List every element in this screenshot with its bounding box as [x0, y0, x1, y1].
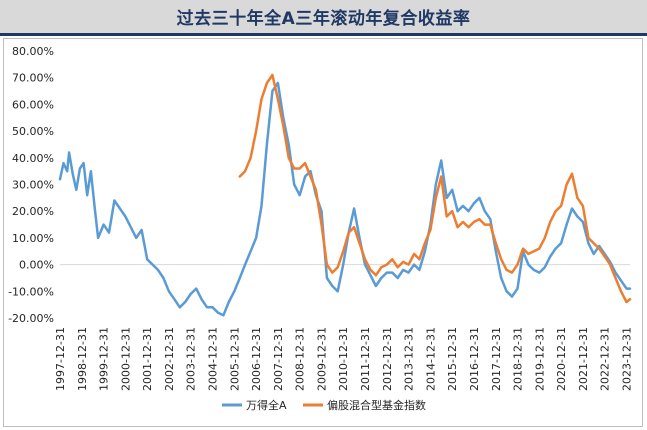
x-tick-label: 2023-12-31 — [620, 327, 633, 391]
x-tick-label: 1999-12-31 — [98, 327, 111, 391]
x-tick-label: 2006-12-31 — [250, 327, 263, 391]
y-tick-label: 70.00% — [12, 72, 54, 85]
x-tick-label: 2017-12-31 — [490, 327, 503, 391]
x-tick-label: 2005-12-31 — [228, 327, 241, 391]
x-tick-label: 1997-12-31 — [54, 327, 67, 391]
x-tick-label: 2003-12-31 — [185, 327, 198, 391]
y-tick-label: -10.00% — [8, 285, 54, 298]
y-tick-label: 30.00% — [12, 179, 54, 192]
x-tick-label: 2021-12-31 — [577, 327, 590, 391]
x-tick-label: 2013-12-31 — [403, 327, 416, 391]
title-underline — [0, 33, 647, 36]
y-tick-label: 80.00% — [12, 45, 54, 58]
x-tick-label: 2000-12-31 — [119, 327, 132, 391]
title-bar: 过去三十年全A三年滚动年复合收益率 — [0, 0, 647, 33]
x-tick-label: 2018-12-31 — [512, 327, 525, 391]
x-tick-label: 2004-12-31 — [207, 327, 220, 391]
y-tick-label: 10.00% — [12, 232, 54, 245]
legend-label-1: 万得全A — [246, 398, 287, 412]
x-tick-label: 2001-12-31 — [141, 327, 154, 391]
series-line-2 — [238, 73, 632, 304]
x-tick-label: 2020-12-31 — [555, 327, 568, 391]
y-tick-label: 20.00% — [12, 205, 54, 218]
y-tick-label: 50.00% — [12, 125, 54, 138]
x-tick-label: 2007-12-31 — [272, 327, 285, 391]
legend-label-2: 偏股混合型基金指数 — [327, 398, 426, 412]
x-tick-label: 2016-12-31 — [468, 327, 481, 391]
x-tick-label: 2019-12-31 — [533, 327, 546, 391]
x-tick-label: 2012-12-31 — [381, 327, 394, 391]
y-tick-label: 0.00% — [19, 259, 54, 272]
x-tick-label: 2009-12-31 — [315, 327, 328, 391]
x-tick-label: 2008-12-31 — [294, 327, 307, 391]
y-tick-label: 60.00% — [12, 98, 54, 111]
x-tick-label: 2010-12-31 — [337, 327, 350, 391]
plot-border — [3, 38, 643, 427]
series-line-1 — [58, 81, 632, 317]
x-tick-label: 1998-12-31 — [76, 327, 89, 391]
y-tick-label: 40.00% — [12, 152, 54, 165]
x-tick-label: 2014-12-31 — [424, 327, 437, 391]
x-tick-label: 2022-12-31 — [599, 327, 612, 391]
y-tick-label: -20.00% — [8, 312, 54, 325]
chart-title: 过去三十年全A三年滚动年复合收益率 — [176, 9, 471, 29]
x-tick-label: 2011-12-31 — [359, 327, 372, 391]
x-tick-label: 2002-12-31 — [163, 327, 176, 391]
x-tick-label: 2015-12-31 — [446, 327, 459, 391]
